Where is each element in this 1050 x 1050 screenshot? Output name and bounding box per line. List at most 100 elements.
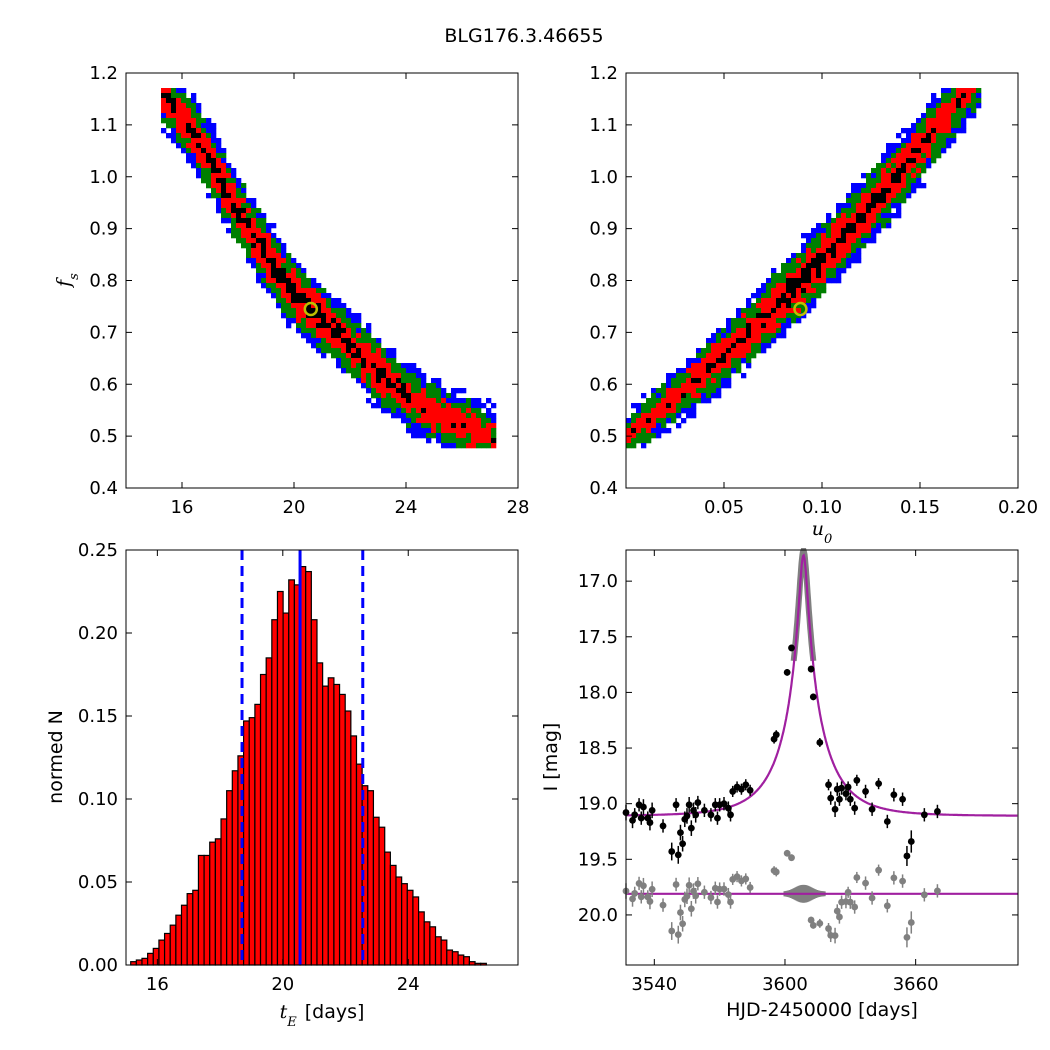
heatmap-cell [836,278,842,284]
heatmap-cell [636,408,642,414]
heatmap-cell [866,228,872,234]
heatmap-cell [736,318,742,324]
heatmap-cell [786,308,792,314]
heatmap-cell [211,193,217,199]
heatmap-cell [861,203,867,209]
heatmap-cell [801,303,807,309]
heatmap-cell [951,103,957,109]
heatmap-cell [876,203,882,209]
heatmap-cell [676,423,682,429]
heatmap-cell [471,403,477,409]
heatmap-cell [976,88,982,94]
heatmap-cell [231,203,237,209]
heatmap-cell [491,433,497,439]
heatmap-cell [306,338,312,344]
heatmap-cell [831,253,837,259]
heatmap-cell [801,258,807,264]
heatmap-cell [486,413,492,419]
heatmap-cell [716,373,722,379]
heatmap-cell [421,373,427,379]
heatmap-cell [341,338,347,344]
heatmap-cell [956,93,962,99]
heatmap-cell [316,283,322,289]
heatmap-cell [856,198,862,204]
heatmap-cell [446,438,452,444]
heatmap-cell [441,428,447,434]
heatmap-cell [456,398,462,404]
heatmap-cell [346,328,352,334]
heatmap-cell [386,398,392,404]
heatmap-cell [891,148,897,154]
heatmap-cell [401,378,407,384]
x-tick-label: 16 [171,497,194,518]
histogram-bar [451,951,459,966]
heatmap-cell [346,333,352,339]
x-tick-label: 16 [146,974,169,995]
heatmap-cell [251,248,257,254]
heatmap-cell [191,128,197,134]
heatmap-cell [896,173,902,179]
heatmap-cell [406,363,412,369]
heatmap-cell [331,328,337,334]
heatmap-cell [866,223,872,229]
heatmap-cell [241,218,247,224]
residual-point [679,920,687,928]
heatmap-cell [856,253,862,259]
heatmap-cell [231,223,237,229]
heatmap-cell [281,273,287,279]
heatmap-cell [806,278,812,284]
heatmap-cell [351,328,357,334]
heatmap-cell [471,433,477,439]
heatmap-cell [231,233,237,239]
heatmap-cell [781,328,787,334]
histogram-bar [231,770,239,966]
heatmap-cell [406,418,412,424]
heatmap-cell [646,398,652,404]
heatmap-cell [811,293,817,299]
heatmap-cell [786,318,792,324]
heatmap-cell [276,243,282,249]
heatmap-cell [391,363,397,369]
heatmap-cell [356,338,362,344]
heatmap-cell [941,133,947,139]
heatmap-cell [931,123,937,129]
heatmap-cell [876,168,882,174]
heatmap-cell [476,398,482,404]
heatmap-cell [851,228,857,234]
y-tick-label: 0.7 [589,322,618,343]
heatmap-cell [361,368,367,374]
heatmap-cell [316,328,322,334]
histogram-bar [305,570,312,966]
heatmap-cell [966,88,972,94]
heatmap-cell [771,283,777,289]
heatmap-cell [911,153,917,159]
heatmap-cell [456,428,462,434]
heatmap-cell [321,298,327,304]
heatmap-cell [271,263,277,269]
heatmap-cell [891,213,897,219]
heatmap-cell [921,133,927,139]
residual-point [853,874,861,881]
heatmap-cell [386,403,392,409]
heatmap-cell [391,398,397,404]
heatmap-cell [201,128,207,134]
heatmap-cell [831,268,837,274]
heatmap-cell [186,123,192,129]
heatmap-cell [696,358,702,364]
heatmap-cell [771,268,777,274]
heatmap-cell [386,368,392,374]
heatmap-cell [191,138,197,144]
heatmap-cell [471,418,477,424]
heatmap-cell [626,423,632,429]
heatmap-cell [891,203,897,209]
heatmap-cell [286,283,292,289]
heatmap-cell [731,363,737,369]
residual-point [816,919,824,927]
heatmap-cell [671,418,677,424]
heatmap-cell [211,173,217,179]
heatmap-cell [381,378,387,384]
heatmap-cell [361,348,367,354]
heatmap-cell [886,218,892,224]
heatmap-cell [771,338,777,344]
heatmap-cell [366,358,372,364]
